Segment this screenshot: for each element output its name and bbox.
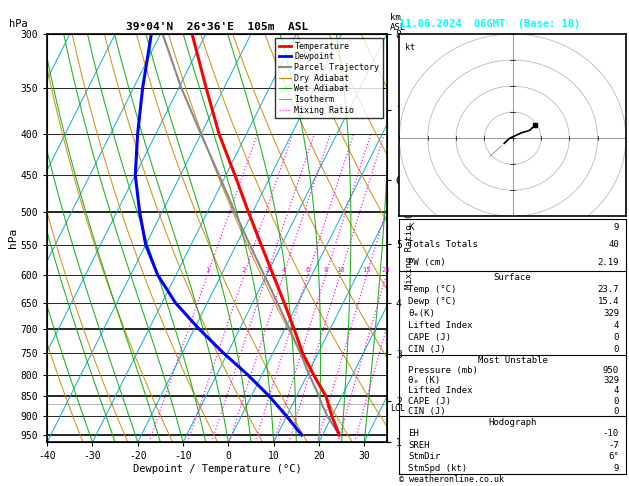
Text: 23.7: 23.7 bbox=[598, 284, 619, 294]
Text: 15.4: 15.4 bbox=[598, 296, 619, 306]
Text: CIN (J): CIN (J) bbox=[408, 407, 446, 416]
Text: 3: 3 bbox=[265, 267, 269, 273]
Text: 2.19: 2.19 bbox=[598, 258, 619, 267]
Text: Surface: Surface bbox=[494, 273, 532, 281]
Text: 2: 2 bbox=[242, 267, 246, 273]
Text: SREH: SREH bbox=[408, 441, 430, 450]
Text: CAPE (J): CAPE (J) bbox=[408, 397, 452, 406]
X-axis label: Dewpoint / Temperature (°C): Dewpoint / Temperature (°C) bbox=[133, 464, 301, 474]
Y-axis label: Mixing Ratio (g/kg): Mixing Ratio (g/kg) bbox=[404, 187, 413, 289]
Text: 15: 15 bbox=[362, 267, 371, 273]
Text: Dewp (°C): Dewp (°C) bbox=[408, 296, 457, 306]
Text: -10: -10 bbox=[603, 429, 619, 438]
Text: 6°: 6° bbox=[608, 452, 619, 461]
Text: EH: EH bbox=[408, 429, 419, 438]
Text: Hodograph: Hodograph bbox=[489, 417, 537, 427]
Text: 20: 20 bbox=[382, 267, 391, 273]
Text: 329: 329 bbox=[603, 376, 619, 385]
Text: 8: 8 bbox=[323, 267, 328, 273]
Y-axis label: hPa: hPa bbox=[8, 228, 18, 248]
Text: PW (cm): PW (cm) bbox=[408, 258, 446, 267]
Text: 4: 4 bbox=[614, 386, 619, 396]
Text: θₑ (K): θₑ (K) bbox=[408, 376, 441, 385]
Text: 0: 0 bbox=[614, 397, 619, 406]
Text: LCL: LCL bbox=[390, 404, 405, 414]
Text: StmDir: StmDir bbox=[408, 452, 441, 461]
Text: CIN (J): CIN (J) bbox=[408, 345, 446, 354]
Text: 9: 9 bbox=[614, 223, 619, 232]
Text: Temp (°C): Temp (°C) bbox=[408, 284, 457, 294]
Text: 10: 10 bbox=[336, 267, 344, 273]
Text: Lifted Index: Lifted Index bbox=[408, 386, 473, 396]
Text: 40: 40 bbox=[608, 241, 619, 249]
Text: 0: 0 bbox=[614, 345, 619, 354]
Text: 9: 9 bbox=[614, 464, 619, 472]
Text: 0: 0 bbox=[614, 332, 619, 342]
Text: K: K bbox=[408, 223, 414, 232]
Text: 6: 6 bbox=[306, 267, 310, 273]
Text: 1: 1 bbox=[205, 267, 209, 273]
Text: StmSpd (kt): StmSpd (kt) bbox=[408, 464, 467, 472]
Text: Lifted Index: Lifted Index bbox=[408, 321, 473, 330]
Text: 4: 4 bbox=[614, 321, 619, 330]
Text: kt: kt bbox=[405, 43, 415, 52]
Text: Totals Totals: Totals Totals bbox=[408, 241, 478, 249]
Text: 11.06.2024  06GMT  (Base: 18): 11.06.2024 06GMT (Base: 18) bbox=[399, 19, 581, 29]
Text: © weatheronline.co.uk: © weatheronline.co.uk bbox=[399, 474, 504, 484]
Text: km
ASL: km ASL bbox=[390, 13, 406, 32]
Text: CAPE (J): CAPE (J) bbox=[408, 332, 452, 342]
Text: 329: 329 bbox=[603, 309, 619, 318]
Text: Most Unstable: Most Unstable bbox=[477, 356, 548, 365]
Text: θₑ(K): θₑ(K) bbox=[408, 309, 435, 318]
Title: 39°04'N  26°36'E  105m  ASL: 39°04'N 26°36'E 105m ASL bbox=[126, 22, 308, 32]
Text: hPa: hPa bbox=[9, 19, 28, 29]
Text: Pressure (mb): Pressure (mb) bbox=[408, 366, 478, 375]
Text: 0: 0 bbox=[614, 407, 619, 416]
Text: -7: -7 bbox=[608, 441, 619, 450]
Text: 950: 950 bbox=[603, 366, 619, 375]
Legend: Temperature, Dewpoint, Parcel Trajectory, Dry Adiabat, Wet Adiabat, Isotherm, Mi: Temperature, Dewpoint, Parcel Trajectory… bbox=[275, 38, 382, 118]
Text: 4: 4 bbox=[281, 267, 286, 273]
